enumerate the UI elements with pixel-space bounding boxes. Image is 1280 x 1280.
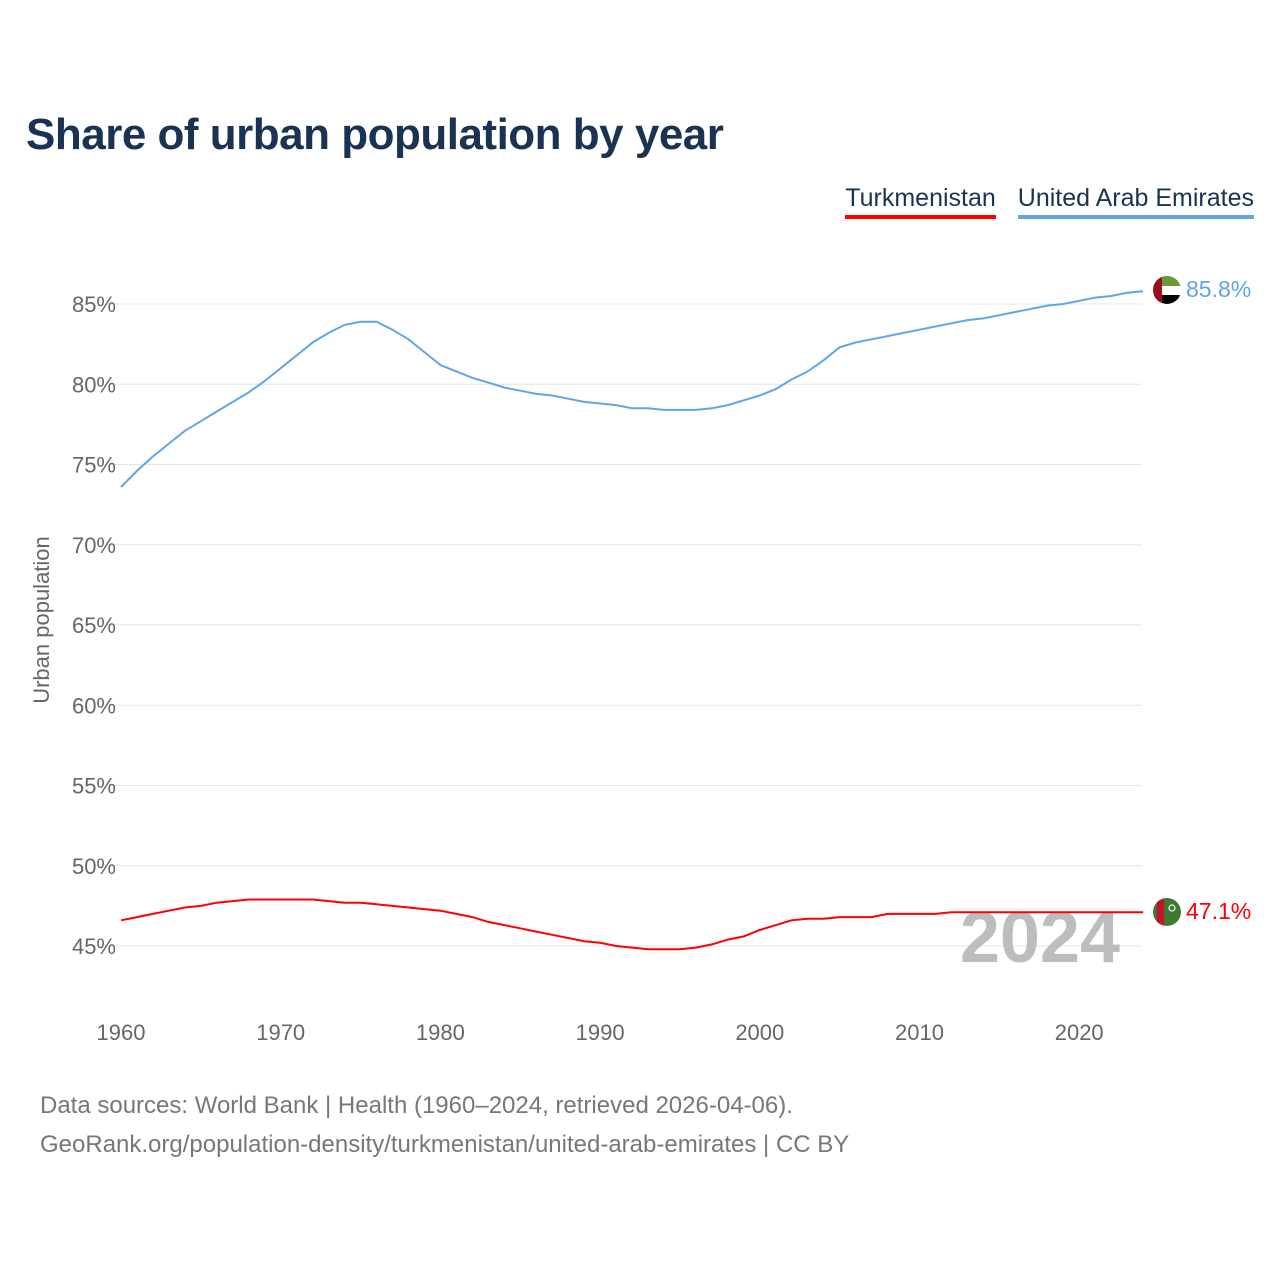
x-tick-label: 1970 (256, 1020, 305, 1045)
x-tick-label: 1990 (576, 1020, 625, 1045)
y-tick-label: 50% (72, 854, 116, 879)
footer: Data sources: World Bank | Health (1960–… (40, 1086, 849, 1164)
y-tick-label: 55% (72, 774, 116, 799)
turkmenistan-flag-icon (1153, 898, 1181, 926)
y-tick-label: 75% (72, 453, 116, 478)
footer-link[interactable]: GeoRank.org/population-density/turkmenis… (40, 1131, 850, 1158)
legend: Turkmenistan United Arab Emirates (845, 184, 1254, 219)
y-tick-label: 60% (72, 693, 116, 718)
y-tick-label: 70% (72, 533, 116, 558)
legend-item-turkmenistan[interactable]: Turkmenistan (845, 184, 996, 219)
y-tick-label: 80% (72, 372, 116, 397)
uae-end-label: 85.8% (1186, 276, 1251, 302)
series-line-uae[interactable] (120, 290, 1144, 488)
x-tick-label: 2000 (735, 1020, 784, 1045)
chart-title: Share of urban population by year (26, 110, 724, 159)
series-line-turkmenistan[interactable] (120, 898, 1144, 951)
y-tick-label: 65% (72, 613, 116, 638)
year-watermark: 2024 (960, 898, 1120, 978)
turkmenistan-end-label: 47.1% (1186, 898, 1251, 924)
y-tick-label: 85% (72, 292, 116, 317)
legend-item-uae[interactable]: United Arab Emirates (1017, 184, 1254, 219)
x-tick-label: 1960 (97, 1020, 146, 1045)
y-tick-label: 45% (72, 934, 116, 959)
x-tick-label: 2010 (895, 1020, 944, 1045)
footer-sources: Data sources: World Bank | Health (1960–… (40, 1092, 793, 1119)
x-tick-label: 1980 (416, 1020, 465, 1045)
x-tick-label: 2020 (1055, 1020, 1104, 1045)
uae-flag-icon (1153, 276, 1181, 304)
